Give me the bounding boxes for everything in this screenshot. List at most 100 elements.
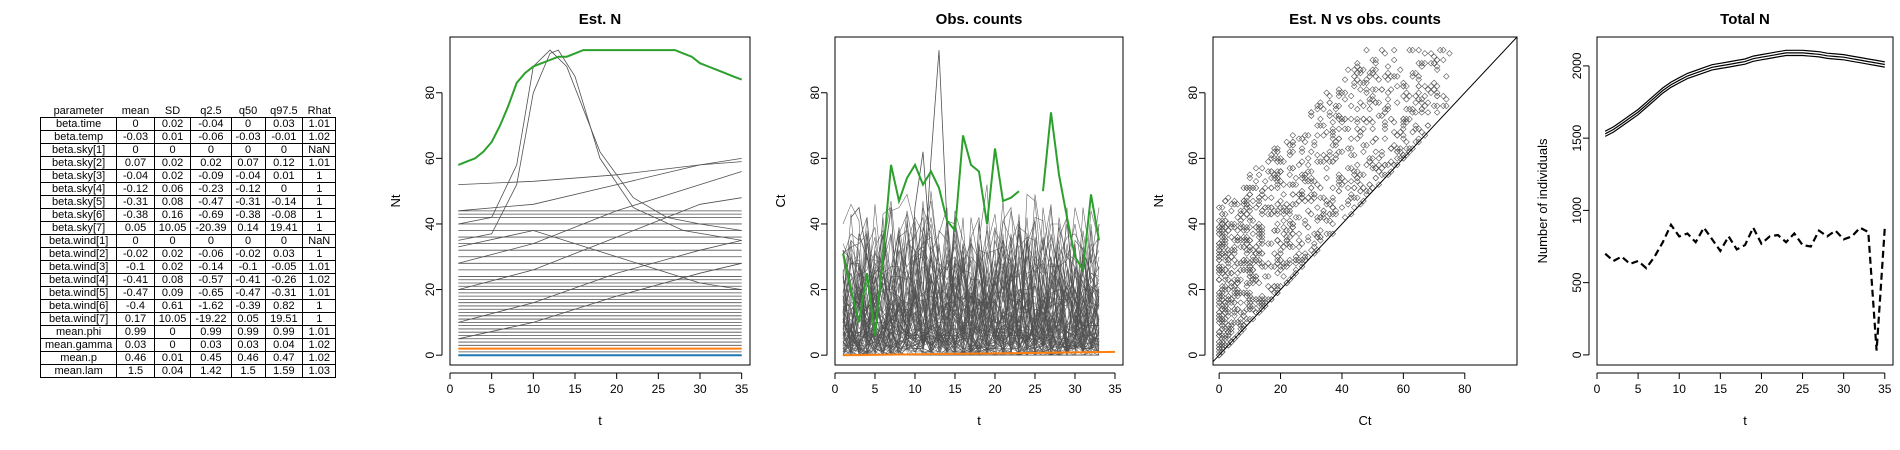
background-line [842, 213, 1100, 356]
scatter-point [1394, 132, 1401, 139]
scatter-point [1335, 92, 1343, 100]
scatter-point [1433, 92, 1441, 100]
scatter-point [1218, 269, 1226, 277]
scatter-point [1246, 243, 1254, 251]
scatter-point [1252, 250, 1260, 257]
scatter-point [1440, 46, 1447, 54]
scatter-point [1400, 135, 1407, 142]
scatter-point [1261, 178, 1269, 185]
x-tick-label: 0 [832, 382, 839, 396]
scatter-point [1289, 220, 1297, 228]
scatter-point [1329, 135, 1336, 142]
scatter-point [1314, 158, 1321, 165]
scatter-point [1265, 260, 1272, 267]
scatter-point [1222, 335, 1229, 342]
scatter-point [1280, 273, 1287, 280]
background-line [842, 255, 1100, 356]
scatter-point [1228, 224, 1235, 231]
y-tick-label: 0 [1186, 352, 1200, 359]
column-header: mean [121, 104, 150, 117]
scatter-point [1326, 92, 1333, 100]
y-axis-title: Nt [388, 194, 403, 207]
scatter-point [1375, 155, 1383, 162]
scatter-point [1292, 256, 1300, 264]
scatter-point [1317, 233, 1324, 241]
x-axis-title: t [598, 413, 602, 428]
scatter-point [1274, 283, 1281, 290]
scatter-point [1351, 151, 1358, 159]
scatter-point [1215, 269, 1223, 277]
scatter-point [1246, 207, 1254, 215]
scatter-point [1240, 197, 1247, 205]
scatter-point [1258, 240, 1266, 247]
scatter-point [1329, 210, 1336, 218]
table-cell: -0.04 [190, 117, 232, 131]
scatter-point [1335, 115, 1343, 123]
scatter-point [1308, 246, 1315, 254]
y-tick-label: 80 [1186, 86, 1200, 100]
table-cell: -0.02 [116, 247, 155, 261]
scatter-point [1228, 233, 1235, 241]
plot-area [1604, 49, 1886, 351]
scatter-point [1231, 309, 1238, 316]
scatter-point [1218, 292, 1226, 300]
scatter-point [1255, 299, 1263, 306]
table-cell: 1.5 [116, 364, 155, 378]
scatter-point [1240, 325, 1247, 333]
table-cell: -0.14 [264, 195, 304, 209]
scatter-point [1424, 122, 1432, 129]
scatter-point [1228, 319, 1235, 326]
y-tick-label: 40 [808, 217, 822, 231]
scatter-point [1326, 112, 1333, 119]
scatter-point [1225, 250, 1232, 257]
scatter-point [1286, 260, 1293, 267]
scatter-point [1234, 260, 1241, 267]
table-cell: -0.41 [230, 273, 266, 287]
scatter-point [1280, 204, 1287, 211]
scatter-point [1231, 237, 1238, 244]
scatter-point [1308, 191, 1315, 198]
scatter-point [1304, 224, 1312, 231]
scatter-point [1234, 233, 1241, 241]
scatter-point [1228, 283, 1235, 290]
scatter-point [1323, 155, 1330, 162]
scatter-point [1317, 122, 1324, 129]
scatter-point [1314, 246, 1321, 254]
scatter-point [1400, 132, 1407, 139]
scatter-point [1384, 69, 1392, 77]
scatter-point [1394, 148, 1401, 156]
scatter-point [1274, 181, 1281, 188]
table-cell: beta.sky[6] [39, 208, 118, 222]
scatter-point [1249, 315, 1257, 323]
scatter-point [1228, 269, 1235, 277]
scatter-point [1225, 306, 1232, 313]
scatter-point [1268, 240, 1275, 247]
scatter-point [1243, 237, 1251, 244]
scatter-point [1277, 178, 1284, 185]
scatter-point [1341, 89, 1349, 96]
scatter-point [1360, 197, 1367, 205]
scatter-point [1295, 256, 1303, 264]
scatter-point [1258, 224, 1266, 231]
scatter-point [1351, 79, 1358, 87]
y-tick-label: 60 [808, 151, 822, 165]
scatter-point [1271, 174, 1278, 182]
scatter-point [1433, 63, 1441, 70]
scatter-point [1360, 102, 1367, 110]
scatter-point [1225, 292, 1232, 300]
scatter-point [1384, 171, 1392, 178]
scatter-point [1246, 171, 1254, 178]
x-tick-label: 20 [610, 382, 624, 396]
scatter-point [1289, 181, 1297, 188]
scatter-point [1338, 204, 1346, 211]
scatter-point [1387, 145, 1395, 152]
scatter-point [1338, 148, 1346, 156]
scatter-point [1283, 263, 1290, 270]
scatter-point [1249, 230, 1257, 238]
scatter-point [1418, 99, 1426, 106]
scatter-point [1415, 125, 1422, 133]
scatter-point [1225, 328, 1232, 336]
scatter-point [1437, 46, 1444, 54]
scatter-point [1351, 82, 1358, 90]
scatter-point [1265, 240, 1272, 247]
